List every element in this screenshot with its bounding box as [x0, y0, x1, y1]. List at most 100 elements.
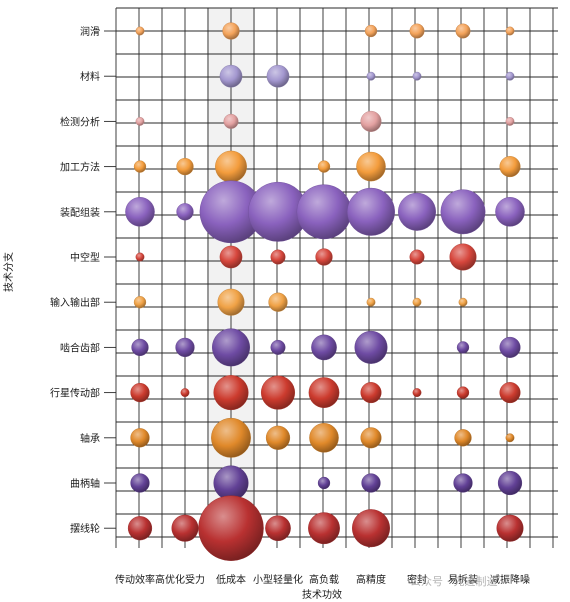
y-category-label: 输入输出部 — [50, 296, 100, 309]
bubble[interactable] — [265, 515, 291, 542]
bubble[interactable] — [219, 64, 243, 88]
bubble[interactable] — [125, 197, 155, 227]
x-category-label: 优化受力 — [165, 573, 205, 586]
bubble[interactable] — [360, 427, 382, 449]
bubble[interactable] — [135, 252, 145, 262]
bubble[interactable] — [212, 328, 250, 367]
bubble[interactable] — [309, 423, 339, 453]
bubble[interactable] — [347, 187, 395, 236]
bubble[interactable] — [495, 197, 525, 227]
x-axis-title: 技术功效 — [302, 588, 342, 601]
bubble[interactable] — [308, 512, 340, 545]
bubble[interactable] — [455, 23, 471, 39]
bubble[interactable] — [171, 514, 199, 542]
bubble[interactable] — [130, 428, 150, 448]
bubble[interactable] — [308, 377, 340, 408]
bubble[interactable] — [360, 382, 382, 404]
bubble[interactable] — [296, 184, 352, 240]
bubble[interactable] — [270, 249, 286, 265]
bubble[interactable] — [366, 71, 376, 81]
bubble[interactable] — [215, 150, 247, 183]
bubble[interactable] — [135, 117, 145, 126]
bubble[interactable] — [458, 297, 468, 307]
bubble[interactable] — [456, 386, 470, 399]
bubble[interactable] — [505, 71, 515, 81]
bubble[interactable] — [180, 388, 190, 397]
bubble[interactable] — [127, 516, 153, 541]
bubble[interactable] — [352, 509, 390, 548]
bubble[interactable] — [499, 156, 521, 178]
bubble[interactable] — [499, 382, 521, 404]
x-category-labels: 传动效率高 优化受力 低成本 小型轻量化 高负载 高精度 密封 易拆装 减振降噪 — [115, 573, 530, 586]
bubble[interactable] — [130, 383, 150, 403]
bubble[interactable] — [213, 375, 249, 411]
y-category-label: 轴承 — [80, 432, 100, 445]
bubble[interactable] — [217, 288, 245, 316]
bubble[interactable] — [261, 375, 296, 410]
bubble[interactable] — [222, 22, 240, 40]
bubble[interactable] — [315, 248, 333, 266]
bubble[interactable] — [505, 433, 515, 443]
y-category-label: 中空型 — [70, 251, 100, 264]
x-category-label: 低成本 — [216, 573, 246, 586]
bubble[interactable] — [317, 476, 331, 490]
bubble[interactable] — [130, 473, 150, 493]
bubble[interactable] — [454, 429, 472, 447]
bubble[interactable] — [270, 339, 286, 355]
bubble[interactable] — [449, 243, 477, 271]
bubble[interactable] — [496, 514, 524, 542]
y-category-label: 加工方法 — [60, 161, 100, 174]
y-category-labels: 润滑材料检测分析加工方法装配组装中空型输入输出部啮合齿部行星传动部轴承曲柄轴摆线… — [50, 25, 100, 535]
y-category-label: 曲柄轴 — [70, 477, 100, 490]
bubble[interactable] — [175, 337, 195, 357]
grid-lines — [104, 7, 558, 548]
y-category-label: 检测分析 — [60, 115, 100, 128]
x-category-label: 减振降噪 — [490, 573, 530, 586]
bubble[interactable] — [453, 473, 473, 493]
bubble[interactable] — [268, 292, 288, 312]
bubble[interactable] — [409, 23, 425, 39]
bubble[interactable] — [409, 249, 425, 265]
bubble[interactable] — [366, 297, 376, 307]
bubble[interactable] — [440, 189, 486, 235]
bubble[interactable] — [364, 24, 378, 38]
bubble[interactable] — [497, 470, 523, 496]
bubble[interactable] — [265, 425, 291, 450]
y-category-label: 行星传动部 — [50, 387, 100, 400]
bubble[interactable] — [354, 330, 388, 364]
x-category-label: 密封 — [407, 573, 427, 586]
bubble[interactable] — [505, 117, 515, 126]
y-category-label: 润滑 — [80, 25, 100, 38]
bubble[interactable] — [412, 297, 422, 307]
y-category-label: 啮合齿部 — [60, 341, 100, 354]
x-category-label: 传动效率高 — [115, 573, 165, 586]
bubble[interactable] — [356, 151, 386, 182]
bubble[interactable] — [398, 192, 436, 231]
bubble[interactable] — [360, 110, 382, 132]
bubble[interactable] — [505, 26, 515, 36]
bubble[interactable] — [211, 417, 251, 458]
bubble[interactable] — [223, 113, 239, 129]
bubble[interactable] — [198, 495, 264, 561]
bubble[interactable] — [311, 334, 337, 361]
x-category-label: 易拆装 — [448, 573, 478, 586]
bubble[interactable] — [133, 296, 147, 309]
bubble[interactable] — [266, 64, 290, 88]
bubble[interactable] — [412, 71, 422, 81]
bubble[interactable] — [456, 341, 470, 354]
bubble[interactable] — [213, 465, 249, 501]
bubble[interactable] — [131, 338, 149, 356]
bubble[interactable] — [219, 245, 243, 269]
bubble[interactable] — [176, 203, 194, 221]
bubble-series — [125, 22, 525, 561]
bubble[interactable] — [176, 158, 194, 176]
bubble[interactable] — [412, 388, 422, 397]
bubble[interactable] — [135, 26, 145, 36]
bubble[interactable] — [317, 160, 331, 173]
y-axis-title: 技术分支 — [2, 252, 15, 292]
bubble[interactable] — [361, 473, 381, 493]
bubble[interactable] — [133, 160, 147, 173]
y-category-label: 材料 — [80, 70, 100, 83]
bubble[interactable] — [499, 336, 521, 358]
